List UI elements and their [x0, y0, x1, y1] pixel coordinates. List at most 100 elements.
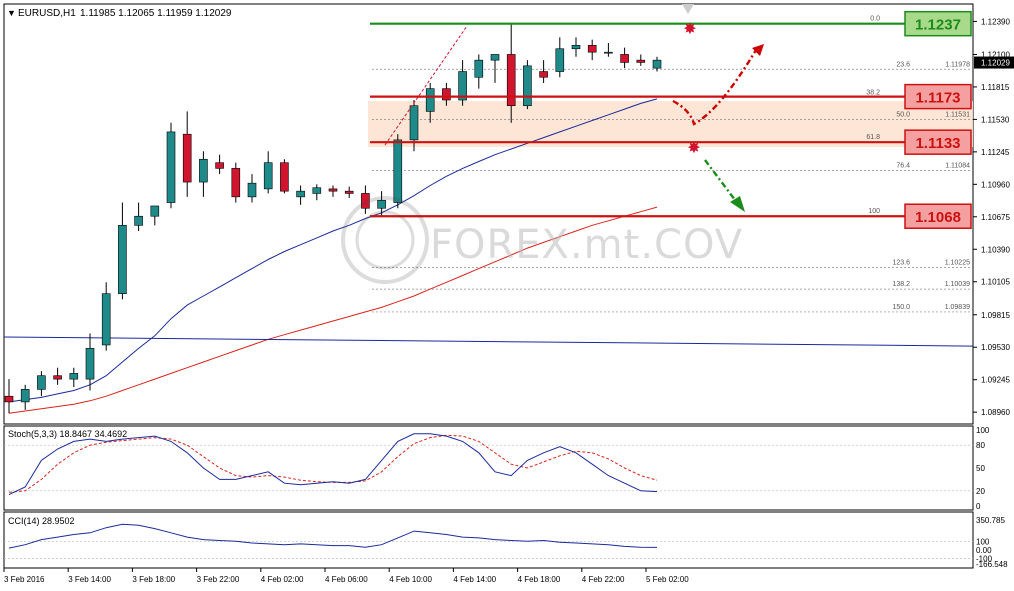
candle-13 — [215, 154, 224, 175]
fib-value-9: 1.09839 — [945, 304, 970, 311]
candle-12 — [199, 151, 208, 197]
candle-14 — [231, 162, 241, 203]
price-tick-label-0: 1.12390 — [981, 17, 1010, 26]
candle-4 — [69, 367, 79, 388]
time-label-2: 3 Feb 18:00 — [132, 575, 175, 584]
stoch-tick-2: 50 — [976, 464, 985, 473]
candle-40 — [652, 56, 662, 72]
candle-body-37 — [604, 51, 613, 54]
candle-body-18 — [296, 190, 305, 198]
fib-label-0: 0.0 — [870, 16, 880, 23]
key-level-box-0 — [904, 10, 972, 37]
candle-24 — [393, 134, 403, 209]
current-price-label: 1.12029 — [981, 59, 1010, 68]
cci-title: CCI(14) 28.9502 — [8, 516, 75, 526]
candle-3 — [53, 367, 62, 385]
candle-29 — [474, 54, 484, 89]
key-level-label-2: 1.1133 — [915, 135, 960, 152]
fib-label-5: 76.4 — [896, 163, 910, 170]
candles — [4, 23, 662, 414]
candle-body-34 — [555, 48, 565, 72]
stoch-tick-3: 20 — [976, 487, 985, 496]
candle-body-26 — [425, 88, 435, 112]
candle-body-32 — [523, 65, 532, 107]
key-level-box-1 — [904, 83, 972, 110]
candle-body-31 — [506, 54, 516, 107]
cci-tick-1: 100 — [976, 537, 990, 546]
watermark-text: FOREX.mt.COV — [430, 222, 743, 268]
candle-body-16 — [263, 162, 273, 190]
fib-value-5: 1.11084 — [945, 163, 970, 170]
candle-body-25 — [409, 105, 419, 141]
fib-value-8: 1.10039 — [945, 281, 970, 288]
ma-slow-line — [8, 206, 658, 414]
candle-body-3 — [53, 375, 62, 380]
cci-line — [8, 523, 658, 549]
candle-body-12 — [199, 158, 208, 183]
candle-body-23 — [377, 199, 386, 209]
candle-body-5 — [85, 348, 95, 380]
bearish-scenario-arrow — [704, 159, 736, 201]
price-tick-label-3: 1.11530 — [981, 115, 1010, 124]
candle-33 — [539, 60, 548, 83]
candle-body-4 — [69, 373, 79, 380]
time-label-5: 4 Feb 06:00 — [325, 575, 368, 584]
bullish-scenario-arrow — [672, 49, 758, 126]
candle-0 — [4, 379, 14, 414]
candle-body-29 — [474, 59, 484, 78]
candle-39 — [636, 54, 646, 66]
price-tick-label-8: 1.10105 — [981, 278, 1010, 287]
moving-averages — [8, 98, 658, 414]
bullish-arrow-head — [752, 44, 764, 56]
stoch-signal-line — [8, 434, 658, 493]
burst-icon-top: ✸ — [683, 21, 696, 38]
candle-body-35 — [571, 45, 581, 50]
pointer-marker — [682, 4, 694, 14]
candle-body-1 — [20, 389, 30, 403]
key-level-box-2 — [904, 129, 972, 155]
current-price-box — [974, 56, 1014, 69]
candle-26 — [425, 82, 435, 123]
candle-11 — [182, 111, 192, 197]
candle-body-2 — [37, 375, 46, 390]
time-label-0: 3 Feb 2016 — [4, 575, 45, 584]
burst-icon-bottom: ✸ — [687, 140, 700, 157]
time-label-10: 5 Feb 02:00 — [646, 575, 689, 584]
candle-8 — [134, 202, 143, 232]
candle-body-17 — [280, 162, 289, 192]
price-tick-label-11: 1.09245 — [981, 376, 1010, 385]
cci-tick-4: -166.548 — [976, 560, 1008, 569]
candle-body-40 — [652, 59, 662, 69]
candle-2 — [37, 371, 46, 397]
candle-body-33 — [539, 71, 548, 78]
time-label-1: 3 Feb 14:00 — [68, 575, 111, 584]
candle-1 — [20, 384, 30, 410]
key-level-box-3 — [904, 203, 972, 229]
time-label-7: 4 Feb 14:00 — [453, 575, 496, 584]
key-level-label-0: 1.1237 — [915, 17, 961, 34]
candle-20 — [328, 185, 338, 197]
fib-trend-line — [384, 25, 468, 146]
horizontal-line — [3, 336, 974, 347]
price-tick-label-6: 1.10675 — [981, 213, 1010, 222]
time-label-6: 4 Feb 10:00 — [389, 575, 432, 584]
candle-23 — [377, 191, 386, 217]
fib-label-6: 100 — [868, 208, 880, 215]
candle-body-21 — [344, 190, 354, 194]
candle-body-13 — [215, 162, 224, 169]
candle-16 — [263, 151, 273, 194]
key-levels: 1.1237 1.1173 1.1133 1.1068 — [370, 10, 972, 229]
candle-21 — [344, 186, 354, 198]
cci-tick-3: -100 — [976, 554, 993, 563]
candle-22 — [361, 185, 370, 214]
candle-body-11 — [182, 133, 192, 183]
candle-27 — [442, 82, 451, 106]
cci-panel-border — [3, 511, 974, 569]
time-label-8: 4 Feb 18:00 — [518, 575, 561, 584]
stoch-title: Stoch(5,3,3) 18.8467 34.4692 — [8, 429, 127, 439]
candle-9 — [150, 205, 160, 226]
candle-body-27 — [442, 88, 451, 101]
candle-body-15 — [247, 182, 257, 198]
